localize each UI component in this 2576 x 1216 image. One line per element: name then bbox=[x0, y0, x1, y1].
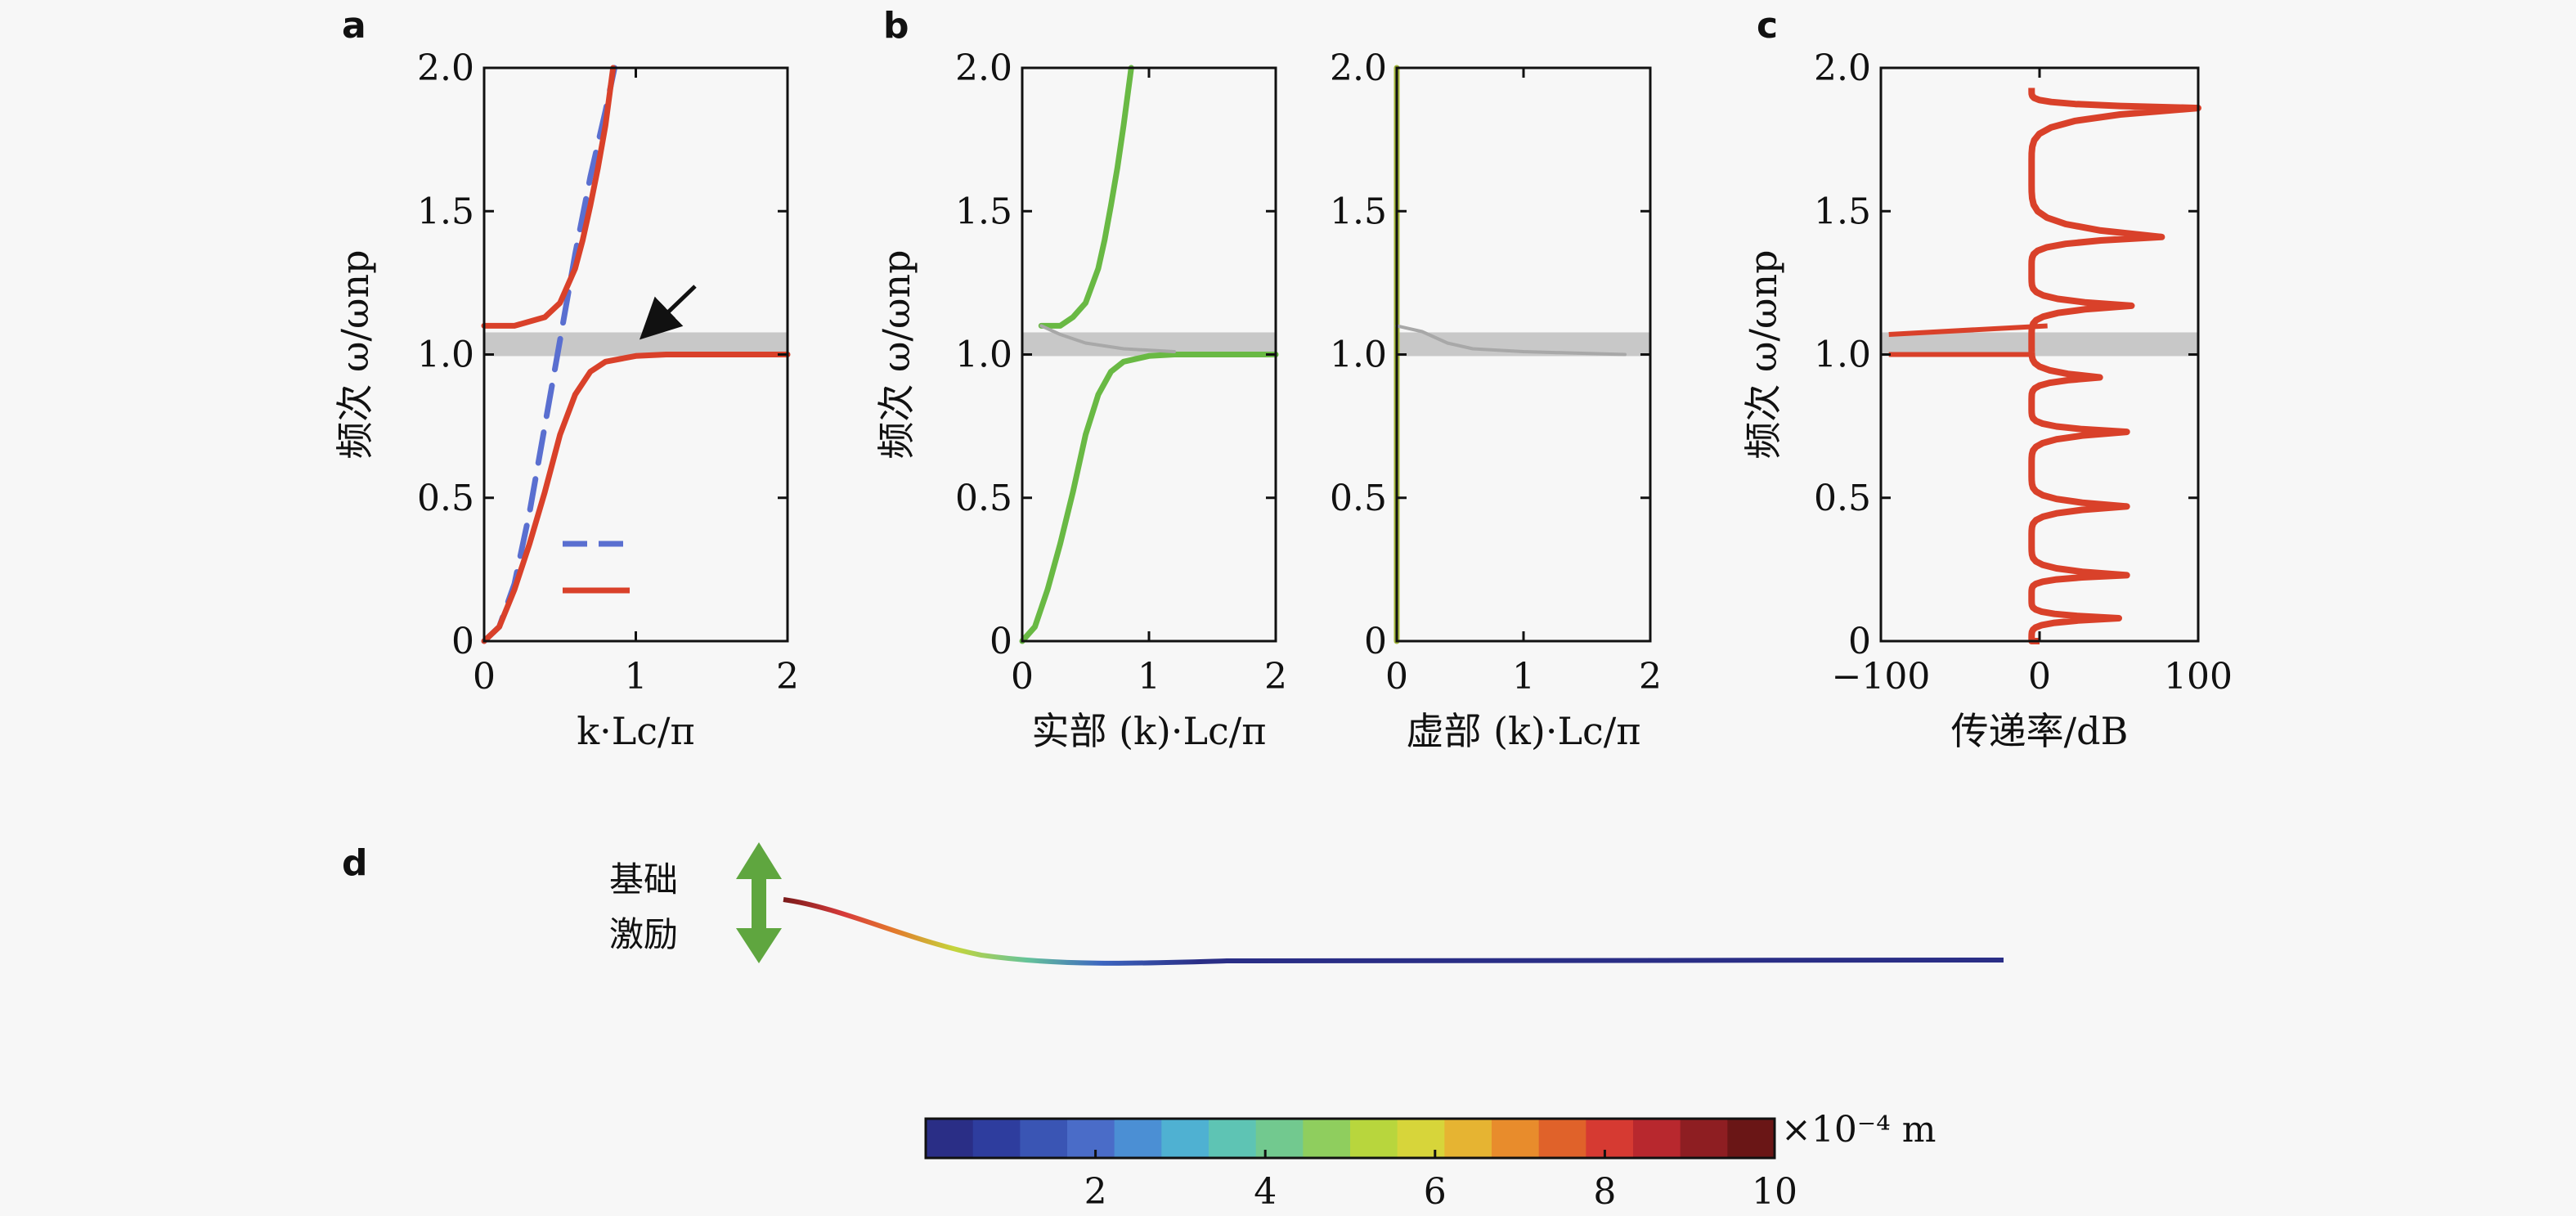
panel-label-c: c bbox=[1757, 5, 1778, 47]
ytick-label: 2.0 bbox=[1814, 47, 1871, 89]
x-axis-label: k·Lc/π bbox=[577, 709, 695, 753]
xtick-label: 0 bbox=[1385, 656, 1408, 698]
colorbar-swatch bbox=[1255, 1119, 1304, 1158]
transmissibility-curve bbox=[2028, 87, 2201, 644]
ytick-label: 2.0 bbox=[417, 47, 474, 89]
ytick-label: 1.0 bbox=[1330, 334, 1387, 376]
colorbar-unit: ×10⁻⁴ m bbox=[1781, 1109, 1936, 1151]
xtick-label: 2 bbox=[1639, 656, 1662, 698]
colorbar-tick-label: 10 bbox=[1752, 1171, 1797, 1213]
ytick-label: 0.5 bbox=[1330, 478, 1387, 519]
ytick-label: 0 bbox=[1364, 621, 1387, 662]
colorbar-swatch bbox=[1114, 1119, 1162, 1158]
colorbar-swatch bbox=[1067, 1119, 1115, 1158]
colorbar-swatch bbox=[1727, 1119, 1775, 1158]
colorbar-swatch bbox=[1209, 1119, 1257, 1158]
excitation-label-1: 基础 bbox=[609, 859, 678, 900]
ytick-label: 0.5 bbox=[417, 478, 474, 519]
ytick-label: 0 bbox=[1848, 621, 1871, 662]
colorbar-swatch bbox=[1538, 1119, 1586, 1158]
colorbar-tick-label: 2 bbox=[1084, 1171, 1107, 1213]
y-axis-label: 频次 ω/ωnp bbox=[333, 249, 377, 459]
ytick-label: 2.0 bbox=[955, 47, 1012, 89]
x-axis-label: 实部 (k)·Lc/π bbox=[1031, 709, 1266, 753]
deformed-beam bbox=[783, 897, 2004, 966]
series-line-b-real-1 bbox=[1038, 65, 1134, 329]
panel-label-b: b bbox=[883, 5, 909, 47]
series-line-a-0 bbox=[481, 65, 617, 644]
xtick-label: 0 bbox=[2028, 656, 2051, 698]
panel-label-d: d bbox=[342, 842, 368, 884]
xtick-label: 100 bbox=[2164, 656, 2233, 698]
xtick-label: 0 bbox=[473, 656, 496, 698]
colorbar-tick-label: 8 bbox=[1593, 1171, 1616, 1213]
ytick-label: 1.0 bbox=[1814, 334, 1871, 376]
ytick-label: 0.5 bbox=[955, 478, 1012, 519]
panel-b-real: 0 0.5 1.0 1.5 2.0 0 1 2 实部 (k)·Lc/π 频次 ω/ωnp bbox=[874, 47, 1287, 753]
xtick-label: 0 bbox=[1011, 656, 1034, 698]
colorbar-swatch bbox=[1586, 1119, 1634, 1158]
panel-a: 0 0.5 1.0 1.5 2.0 0 1 2 k·Lc/π 频次 ω/ωnp bbox=[333, 47, 799, 753]
colorbar-tick-label: 4 bbox=[1254, 1171, 1277, 1213]
excitation-group: 基础 激励 bbox=[609, 842, 782, 963]
colorbar-frame bbox=[924, 1117, 1776, 1160]
x-axis-label: 传递率/dB bbox=[1951, 709, 2129, 753]
y-axis-label: 频次 ω/ωnp bbox=[1741, 249, 1785, 459]
ytick-label: 1.5 bbox=[1814, 191, 1871, 232]
series-line-a-2 bbox=[481, 65, 617, 329]
xtick-label: 2 bbox=[1264, 656, 1287, 698]
ytick-label: 1.0 bbox=[417, 334, 474, 376]
colorbar-swatch bbox=[926, 1119, 974, 1158]
ytick-label: 0 bbox=[451, 621, 474, 662]
colorbar-swatch bbox=[1161, 1119, 1209, 1158]
colorbar-swatch bbox=[1633, 1119, 1681, 1158]
xtick-label: 1 bbox=[1512, 656, 1535, 698]
series-line-b-real-0 bbox=[1019, 352, 1279, 644]
colorbar-swatch bbox=[1444, 1119, 1492, 1158]
y-axis-label: 频次 ω/ωnp bbox=[874, 249, 918, 459]
xtick-label: −100 bbox=[1832, 656, 1931, 698]
series-line-b-real-2 bbox=[1039, 324, 1176, 353]
ytick-label: 2.0 bbox=[1330, 47, 1387, 89]
series-line-b-imag-1 bbox=[1395, 324, 1627, 357]
colorbar-swatch bbox=[1680, 1119, 1728, 1158]
colorbar-swatch bbox=[1350, 1119, 1398, 1158]
colorbar-swatch bbox=[972, 1119, 1021, 1158]
colorbar: 2 4 6 8 10 ×10⁻⁴ m bbox=[924, 1109, 1936, 1213]
colorbar-tick-label: 6 bbox=[1424, 1171, 1447, 1213]
panel-b-imag: 0 0.5 1.0 1.5 2.0 0 1 2 虚部 (k)·Lc/π bbox=[1330, 47, 1662, 753]
colorbar-swatch bbox=[1303, 1119, 1351, 1158]
series-line-a-1 bbox=[481, 352, 791, 644]
ytick-label: 1.5 bbox=[955, 191, 1012, 232]
xtick-label: 2 bbox=[776, 656, 799, 698]
transmissibility-dip bbox=[1888, 323, 2048, 357]
ytick-label: 0.5 bbox=[1814, 478, 1871, 519]
xtick-label: 1 bbox=[1138, 656, 1160, 698]
excitation-label-2: 激励 bbox=[609, 914, 678, 954]
x-axis-label: 虚部 (k)·Lc/π bbox=[1406, 709, 1640, 753]
ytick-label: 1.5 bbox=[417, 191, 474, 232]
double-arrow-icon bbox=[736, 842, 782, 963]
xtick-label: 1 bbox=[625, 656, 648, 698]
ytick-label: 0 bbox=[990, 621, 1012, 662]
gap-arrow bbox=[639, 285, 697, 340]
colorbar-swatch bbox=[1397, 1119, 1445, 1158]
colorbar-swatch bbox=[1020, 1119, 1068, 1158]
colorbar-swatch bbox=[1492, 1119, 1540, 1158]
panel-label-a: a bbox=[342, 5, 366, 47]
ytick-label: 1.0 bbox=[955, 334, 1012, 376]
ytick-label: 1.5 bbox=[1330, 191, 1387, 232]
